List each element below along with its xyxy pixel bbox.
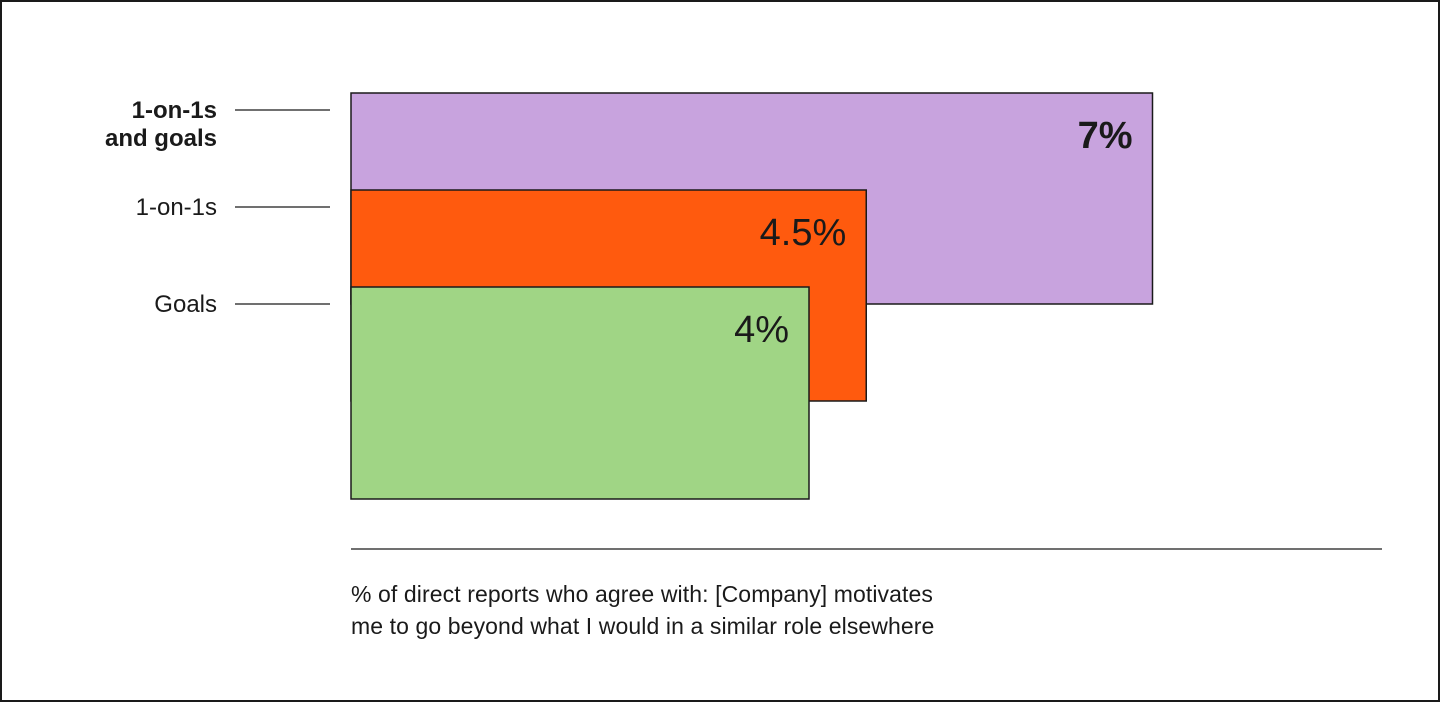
bar-value-label-2: 4% <box>734 309 789 351</box>
category-label-line: and goals <box>105 125 217 152</box>
bar-value-label-1: 4.5% <box>760 212 847 254</box>
category-label-line: 1-on-1s <box>132 97 217 124</box>
caption-line-2: me to go beyond what I would in a simila… <box>351 613 935 639</box>
caption-line-1: % of direct reports who agree with: [Com… <box>351 581 934 607</box>
category-label-line: 1-on-1s <box>136 194 217 221</box>
chart-caption: % of direct reports who agree with: [Com… <box>351 578 1051 642</box>
bar-2 <box>350 286 810 500</box>
category-label-2: Goals <box>154 291 217 318</box>
category-label-0: 1-on-1s and goals <box>105 97 217 152</box>
category-label-1: 1-on-1s <box>136 194 217 221</box>
bar-value-label-0: 7% <box>1078 115 1133 157</box>
category-label-line: Goals <box>154 291 217 318</box>
